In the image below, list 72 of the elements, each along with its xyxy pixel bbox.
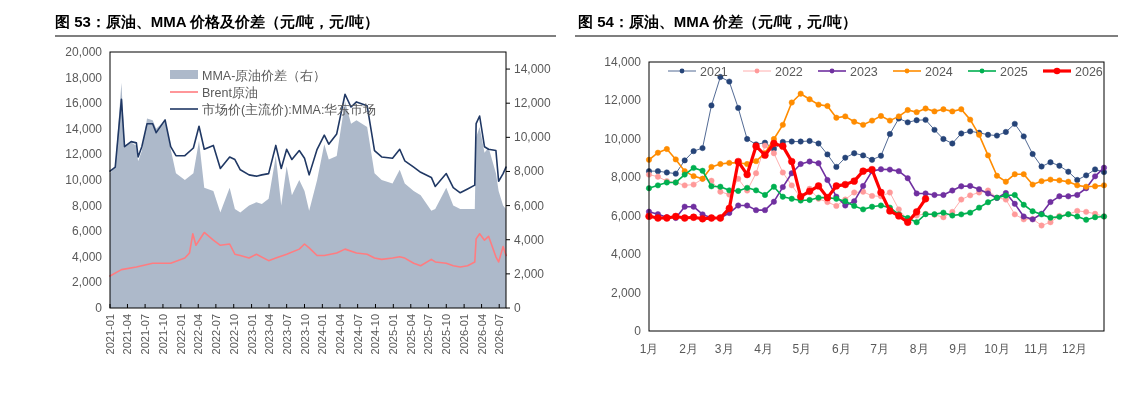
y-tick-label: 14,000 <box>604 55 642 69</box>
x-tick-label: 2021-04 <box>121 314 134 355</box>
y-tick-label: 4,000 <box>71 249 103 264</box>
y-tick-label: 8,000 <box>71 198 103 213</box>
x-tick-label: 2025-10 <box>440 314 453 355</box>
x-tick-label: 8月 <box>909 342 929 356</box>
x-tick-label: 2022-10 <box>227 314 240 355</box>
y2-tick-label: 2,000 <box>514 266 545 281</box>
x-tick-label: 7月 <box>870 342 890 356</box>
x-tick-label: 2025-01 <box>387 314 400 355</box>
y-tick-label: 12,000 <box>604 93 642 108</box>
y-tick-label: 18,000 <box>65 70 103 85</box>
chart-title: 图 54：原油、MMA 价差（元/吨，元/吨） <box>578 13 857 30</box>
y-tick-label: 2,000 <box>610 285 642 300</box>
x-tick-label: 2023-01 <box>245 314 258 355</box>
legend-label: 2026 <box>1075 64 1103 79</box>
x-tick-label: 5月 <box>792 342 812 356</box>
y-tick-label: 4,000 <box>610 247 642 262</box>
x-tick-label: 2021-07 <box>139 314 152 355</box>
y2-tick-label: 12,000 <box>514 96 552 111</box>
legend-label: MMA-原油价差（右） <box>202 68 327 83</box>
x-tick-label: 2023-10 <box>298 314 311 355</box>
x-tick-label: 2025-04 <box>404 314 417 355</box>
y-tick-label: 8,000 <box>610 170 642 185</box>
x-tick-label: 9月 <box>949 342 969 356</box>
x-tick-label: 3月 <box>714 342 734 356</box>
y-tick-label: 14,000 <box>65 121 103 136</box>
x-tick-label: 2024-07 <box>351 314 364 355</box>
y2-tick-label: 10,000 <box>514 130 552 145</box>
x-tick-label: 2022-07 <box>209 314 222 355</box>
y2-tick-label: 6,000 <box>514 198 545 213</box>
y-tick-label: 20,000 <box>65 45 103 59</box>
legend-label: 2021 <box>700 64 728 79</box>
x-tick-label: 2023-07 <box>280 314 293 355</box>
legend-label: 2022 <box>775 64 803 79</box>
y-tick-label: 16,000 <box>65 96 103 111</box>
y2-tick-label: 0 <box>514 301 521 315</box>
x-tick-label: 2026-01 <box>458 314 471 355</box>
x-tick-label: 2月 <box>679 342 698 356</box>
y-tick-label: 0 <box>634 324 642 338</box>
y-tick-label: 12,000 <box>65 147 103 162</box>
x-tick-label: 2022-01 <box>174 314 187 355</box>
x-tick-label: 1月 <box>639 342 659 356</box>
x-tick-label: 2024-01 <box>316 314 329 355</box>
y2-tick-label: 8,000 <box>514 164 545 179</box>
x-tick-label: 2024-10 <box>369 314 382 355</box>
y-tick-label: 0 <box>95 301 103 315</box>
legend-label: 2024 <box>925 64 953 79</box>
y-tick-label: 10,000 <box>604 131 642 146</box>
y-tick-label: 6,000 <box>610 208 642 223</box>
y-tick-label: 6,000 <box>71 224 103 239</box>
x-tick-label: 2022-04 <box>192 314 205 355</box>
y2-tick-label: 14,000 <box>514 62 552 77</box>
y-tick-label: 10,000 <box>65 173 103 187</box>
x-tick-label: 10月 <box>984 342 1010 356</box>
y2-tick-label: 4,000 <box>514 232 545 247</box>
x-tick-label: 4月 <box>754 342 774 356</box>
legend-label: 2025 <box>1000 64 1028 79</box>
x-tick-label: 2024-04 <box>334 314 346 355</box>
x-tick-label: 2026-07 <box>493 314 506 355</box>
y-tick-label: 2,000 <box>71 275 103 290</box>
x-tick-label: 12月 <box>1062 342 1088 356</box>
x-tick-label: 2023-04 <box>263 314 276 355</box>
x-tick-label: 2021-10 <box>156 314 169 355</box>
x-tick-label: 2025-07 <box>422 314 435 355</box>
legend-label: Brent原油 <box>202 85 258 100</box>
x-tick-label: 6月 <box>832 342 851 356</box>
legend-label: 2023 <box>850 64 878 79</box>
x-tick-label: 2021-01 <box>104 314 116 355</box>
x-tick-label: 2026-04 <box>475 314 488 355</box>
x-tick-label: 11月 <box>1024 342 1049 356</box>
chart-title: 图 53：原油、MMA 价格及价差（元/吨，元/吨） <box>55 13 379 30</box>
